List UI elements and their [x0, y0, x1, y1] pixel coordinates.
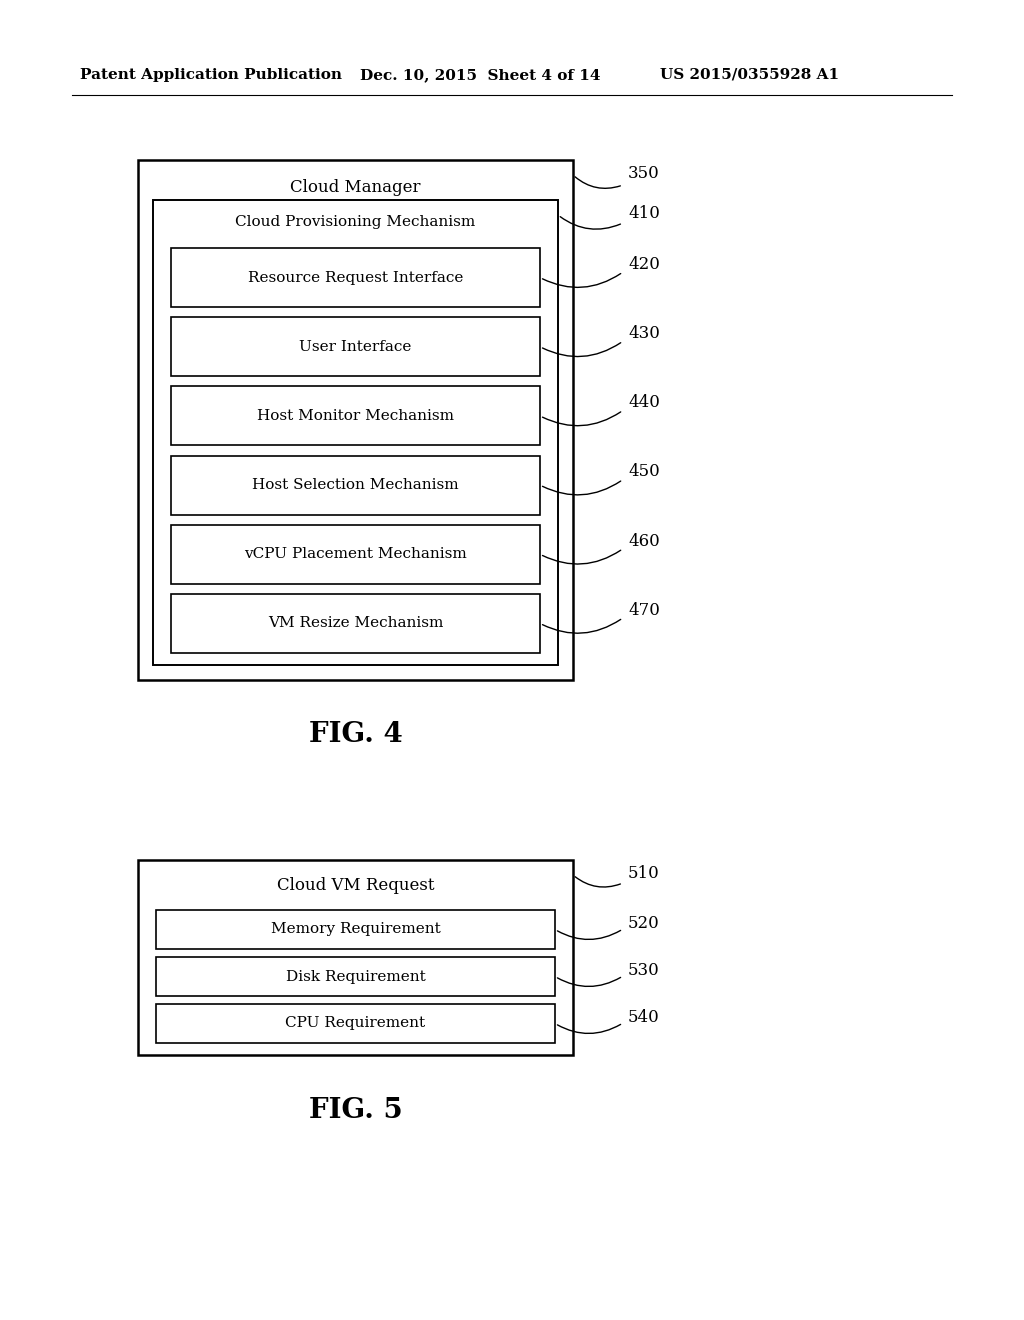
Bar — [138, 160, 573, 680]
Bar — [138, 861, 573, 1055]
Text: Resource Request Interface: Resource Request Interface — [248, 271, 463, 285]
Text: 540: 540 — [628, 1008, 659, 1026]
Text: 470: 470 — [628, 602, 659, 619]
Bar — [153, 201, 558, 665]
Text: VM Resize Mechanism: VM Resize Mechanism — [268, 616, 443, 631]
Text: Host Monitor Mechanism: Host Monitor Mechanism — [257, 409, 454, 422]
Text: CPU Requirement: CPU Requirement — [286, 1016, 426, 1031]
Text: User Interface: User Interface — [299, 339, 412, 354]
Bar — [171, 455, 540, 515]
Text: 520: 520 — [628, 915, 659, 932]
Text: 410: 410 — [628, 205, 659, 222]
Text: Disk Requirement: Disk Requirement — [286, 969, 425, 983]
Bar — [171, 248, 540, 308]
Bar — [171, 387, 540, 446]
Text: Cloud Manager: Cloud Manager — [290, 180, 421, 197]
Text: US 2015/0355928 A1: US 2015/0355928 A1 — [660, 69, 839, 82]
Text: Memory Requirement: Memory Requirement — [270, 923, 440, 936]
Text: vCPU Placement Mechanism: vCPU Placement Mechanism — [244, 548, 467, 561]
Text: 510: 510 — [628, 865, 659, 882]
Bar — [171, 317, 540, 376]
Text: FIG. 4: FIG. 4 — [308, 722, 402, 748]
Text: 420: 420 — [628, 256, 659, 273]
Bar — [171, 524, 540, 583]
Bar — [156, 957, 555, 997]
Bar — [171, 594, 540, 653]
Text: 460: 460 — [628, 533, 659, 549]
Bar — [156, 909, 555, 949]
Text: Patent Application Publication: Patent Application Publication — [80, 69, 342, 82]
Text: FIG. 5: FIG. 5 — [308, 1097, 402, 1123]
Text: 530: 530 — [628, 962, 659, 979]
Bar — [156, 1005, 555, 1043]
Text: Dec. 10, 2015  Sheet 4 of 14: Dec. 10, 2015 Sheet 4 of 14 — [360, 69, 600, 82]
Text: 350: 350 — [628, 165, 659, 182]
Text: Cloud VM Request: Cloud VM Request — [276, 876, 434, 894]
Text: Cloud Provisioning Mechanism: Cloud Provisioning Mechanism — [236, 215, 475, 228]
Text: Host Selection Mechanism: Host Selection Mechanism — [252, 478, 459, 492]
Text: 440: 440 — [628, 395, 659, 412]
Text: 450: 450 — [628, 463, 659, 480]
Text: 430: 430 — [628, 325, 659, 342]
